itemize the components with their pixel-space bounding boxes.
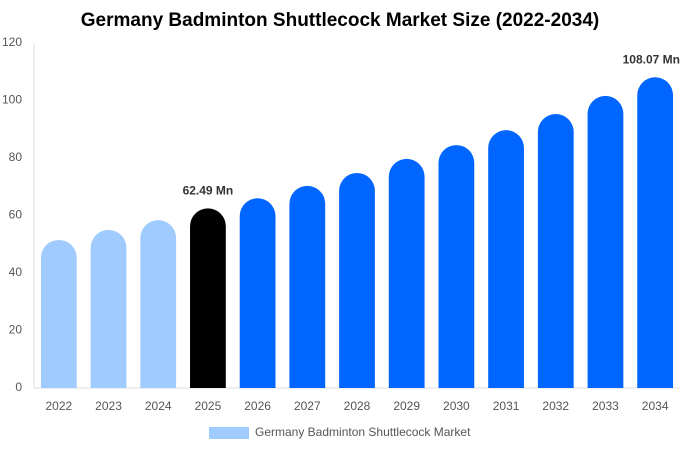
- bar: [438, 145, 475, 388]
- x-tick-label: 2025: [195, 399, 222, 413]
- y-tick-label: 120: [2, 35, 22, 49]
- bar: [140, 220, 177, 388]
- x-tick-label: 2033: [592, 399, 619, 413]
- legend-swatch: [209, 427, 249, 439]
- x-tick-label: 2028: [344, 399, 371, 413]
- x-tick-label: 2027: [294, 399, 321, 413]
- bar: [587, 95, 624, 388]
- bar: [239, 198, 276, 388]
- y-tick-label: 60: [9, 208, 23, 222]
- bar: [190, 208, 226, 388]
- x-tick-label: 2022: [45, 399, 72, 413]
- x-tick-label: 2030: [443, 399, 470, 413]
- chart-title: Germany Badminton Shuttlecock Market Siz…: [81, 10, 599, 31]
- bar: [289, 185, 326, 388]
- bar: [388, 158, 425, 388]
- x-tick-label: 2024: [145, 399, 172, 413]
- x-tick-label: 2034: [642, 399, 669, 413]
- y-tick-label: 100: [2, 93, 22, 107]
- y-tick-label: 80: [9, 150, 23, 164]
- bar: [40, 239, 77, 388]
- x-tick-label: 2023: [95, 399, 122, 413]
- x-tick-label: 2029: [393, 399, 420, 413]
- bar: [339, 172, 375, 388]
- legend-label: Germany Badminton Shuttlecock Market: [255, 425, 471, 439]
- bar: [90, 229, 127, 388]
- x-tick-label: 2032: [542, 399, 569, 413]
- bar: [537, 114, 574, 389]
- y-tick-label: 20: [9, 323, 23, 337]
- bar: [488, 130, 524, 389]
- y-tick-label: 0: [15, 380, 22, 394]
- x-tick-label: 2031: [493, 399, 520, 413]
- y-tick-label: 40: [9, 265, 23, 279]
- bar: [637, 77, 674, 389]
- value-label: 108.07 Mn: [623, 52, 680, 66]
- x-tick-label: 2026: [244, 399, 271, 413]
- value-label: 62.49 Mn: [183, 184, 234, 198]
